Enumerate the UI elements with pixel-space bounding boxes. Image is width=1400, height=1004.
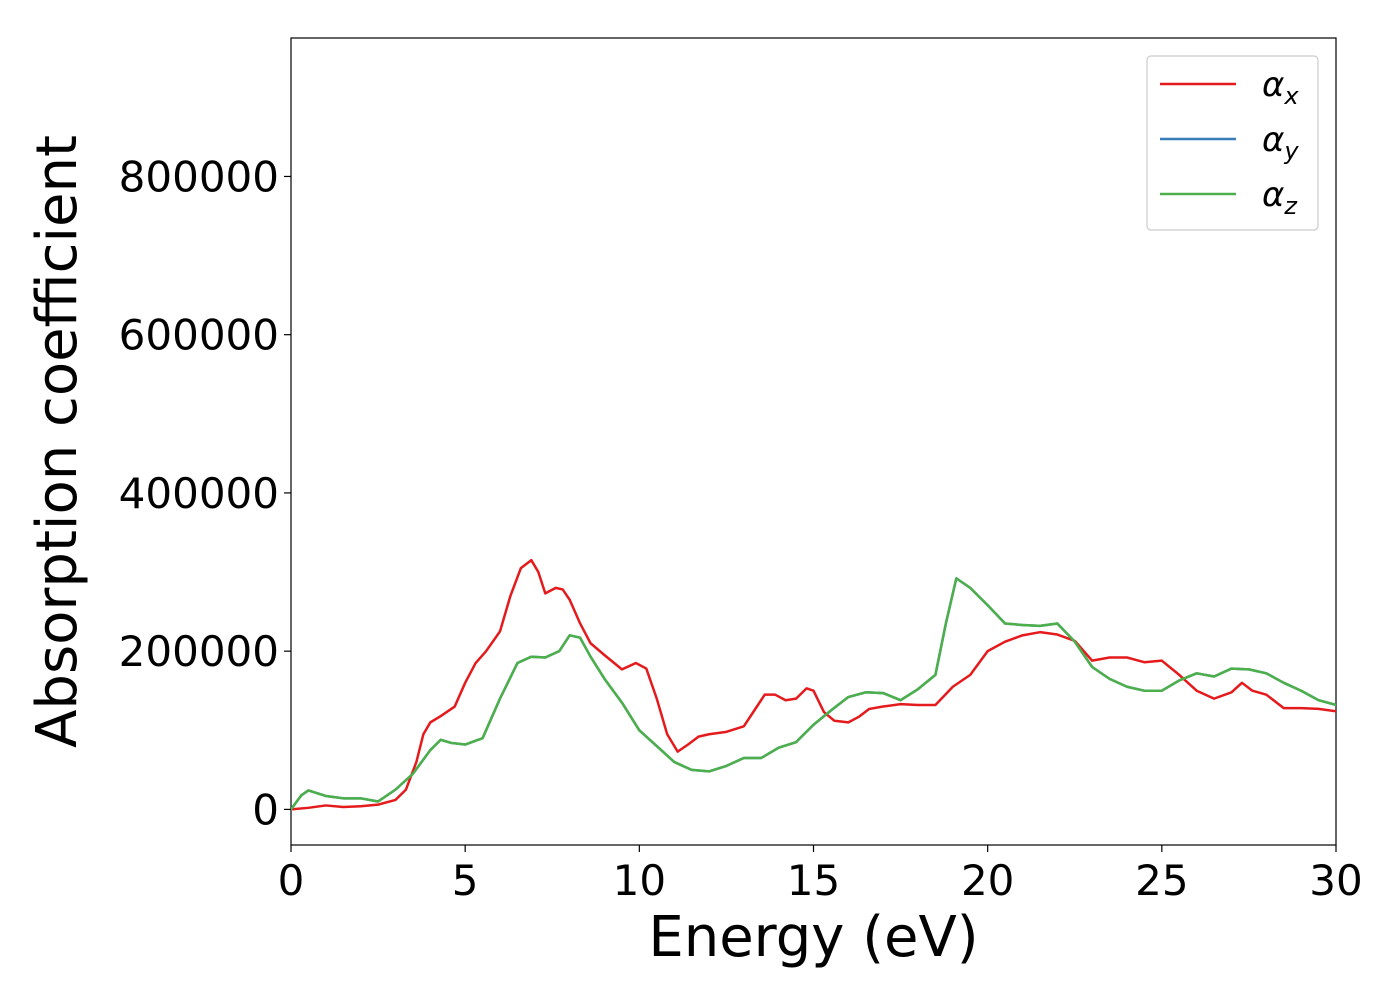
y-tick-label: 200000: [119, 627, 279, 676]
x-tick-label: 5: [452, 856, 479, 905]
x-tick-label: 15: [787, 856, 840, 905]
legend: αx αy αz: [1146, 55, 1319, 231]
y-tick-label: 0: [252, 785, 279, 834]
series-line-x: [291, 558, 1336, 811]
y-axis: 0 200000 400000 600000 800000: [119, 152, 291, 834]
x-tick-label: 10: [613, 856, 666, 905]
x-axis: 0 5 10 15 20 25 30: [278, 845, 1363, 905]
x-tick-label: 30: [1309, 856, 1362, 905]
x-tick-label: 0: [278, 856, 305, 905]
y-tick-label: 600000: [119, 311, 279, 360]
x-tick-label: 20: [961, 856, 1014, 905]
legend-label: αz: [1262, 175, 1298, 220]
legend-box: [1146, 55, 1319, 231]
y-tick-label: 800000: [119, 152, 279, 201]
y-tick-label: 400000: [119, 469, 279, 518]
y-axis-label: Absorption coefficient: [25, 135, 90, 748]
legend-label: αy: [1262, 120, 1299, 165]
x-tick-label: 25: [1135, 856, 1188, 905]
x-axis-label: Energy (eV): [648, 905, 978, 970]
series-group: [291, 558, 1336, 811]
series-line-z: [291, 577, 1336, 811]
legend-label: αx: [1262, 65, 1299, 110]
